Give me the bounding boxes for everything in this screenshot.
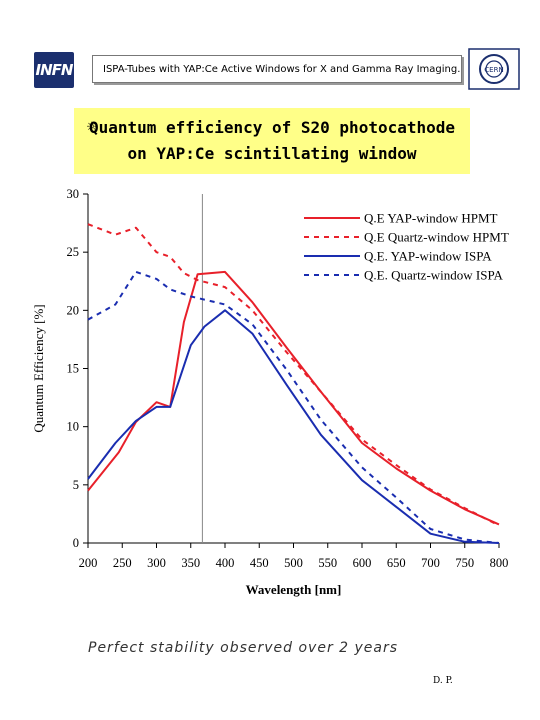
y-axis-label: Quantum Efficiency [%] [31,304,46,432]
legend-label-4: Q.E. Quartz-window ISPA [364,268,504,283]
y-tick-label: 0 [73,536,79,550]
x-tick-label: 600 [353,556,372,570]
x-tick-label: 550 [318,556,337,570]
stability-caption: Perfect stability observed over 2 years [88,640,399,656]
slide-title-box: ☼ Quantum efficiency of S20 photocathode… [74,108,470,174]
x-tick-label: 200 [79,556,98,570]
x-tick-label: 800 [490,556,509,570]
y-tick-label: 15 [67,362,80,376]
header-title: ISPA-Tubes with YAP:Ce Active Windows fo… [92,55,462,83]
legend-label-1: Q.E YAP-window HPMT [364,211,498,226]
y-tick-label: 25 [67,245,80,259]
sun-bullet-icon: ☼ [86,120,98,135]
series-line-3 [87,309,500,544]
x-tick-label: 750 [455,556,474,570]
legend-label-3: Q.E. YAP-window ISPA [364,249,492,264]
series-line-2 [87,223,500,527]
slide-title-line-2: on YAP:Ce scintillating window [127,144,417,163]
x-tick-label: 450 [250,556,269,570]
y-tick-label: 10 [67,420,80,434]
y-tick-label: 5 [73,478,79,492]
legend-label-2: Q.E Quartz-window HPMT [364,230,509,245]
x-axis-label: Wavelength [nm] [246,582,342,597]
author-initials: D. P. [433,676,453,686]
slide-title-line-1: Quantum efficiency of S20 photocathode [88,118,456,137]
svg-text:CERN: CERN [484,66,503,74]
x-tick-label: 650 [387,556,406,570]
y-tick-label: 20 [67,303,80,317]
x-tick-label: 400 [216,556,235,570]
x-tick-label: 300 [147,556,166,570]
x-tick-label: 700 [421,556,440,570]
series-line-1 [87,270,500,526]
x-tick-label: 500 [284,556,303,570]
x-tick-label: 350 [181,556,200,570]
x-tick-label: 250 [113,556,132,570]
infn-logo: INFN [34,52,74,88]
cern-logo: CERN [468,48,520,90]
y-tick-label: 30 [67,187,80,201]
